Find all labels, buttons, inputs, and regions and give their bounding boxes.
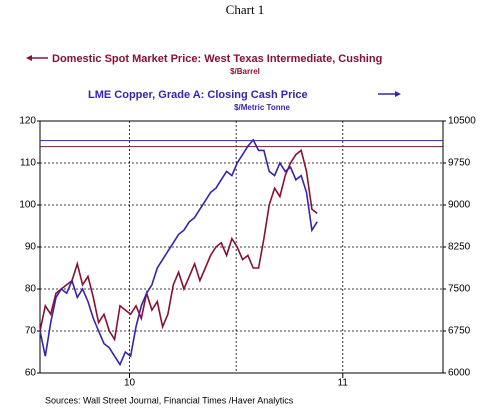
y2-tick-label: 10500 xyxy=(448,116,476,127)
y2-tick-label: 9000 xyxy=(448,200,471,211)
legend-unit: $/Barrel xyxy=(230,67,260,76)
chart-title: Chart 1 xyxy=(226,2,265,17)
y-tick-label: 120 xyxy=(19,116,36,127)
y-tick-label: 80 xyxy=(25,284,37,295)
y-tick-label: 100 xyxy=(19,200,36,211)
series-line xyxy=(39,149,318,342)
legend-unit: $/Metric Tonne xyxy=(234,103,290,112)
legend-arrow-head xyxy=(26,55,32,61)
y2-tick-label: 9750 xyxy=(448,158,471,169)
x-tick-label: 11 xyxy=(338,378,349,389)
y-tick-label: 60 xyxy=(25,368,37,379)
legend-label: LME Copper, Grade A: Closing Cash Price xyxy=(88,89,308,101)
y-tick-label: 70 xyxy=(25,326,37,337)
y2-tick-label: 7500 xyxy=(448,284,471,295)
x-tick-label: 10 xyxy=(124,378,136,389)
y-tick-label: 110 xyxy=(20,158,36,169)
legend-label: Domestic Spot Market Price: West Texas I… xyxy=(52,53,382,65)
y2-tick-label: 8250 xyxy=(448,242,471,253)
y-tick-label: 90 xyxy=(25,242,37,253)
source-note: Sources: Wall Street Journal, Financial … xyxy=(45,395,294,405)
plot-frame xyxy=(39,120,444,374)
y2-tick-label: 6750 xyxy=(448,326,471,337)
series-line xyxy=(39,138,318,367)
legend-arrow-head xyxy=(395,91,401,97)
y2-tick-label: 6000 xyxy=(448,368,471,379)
